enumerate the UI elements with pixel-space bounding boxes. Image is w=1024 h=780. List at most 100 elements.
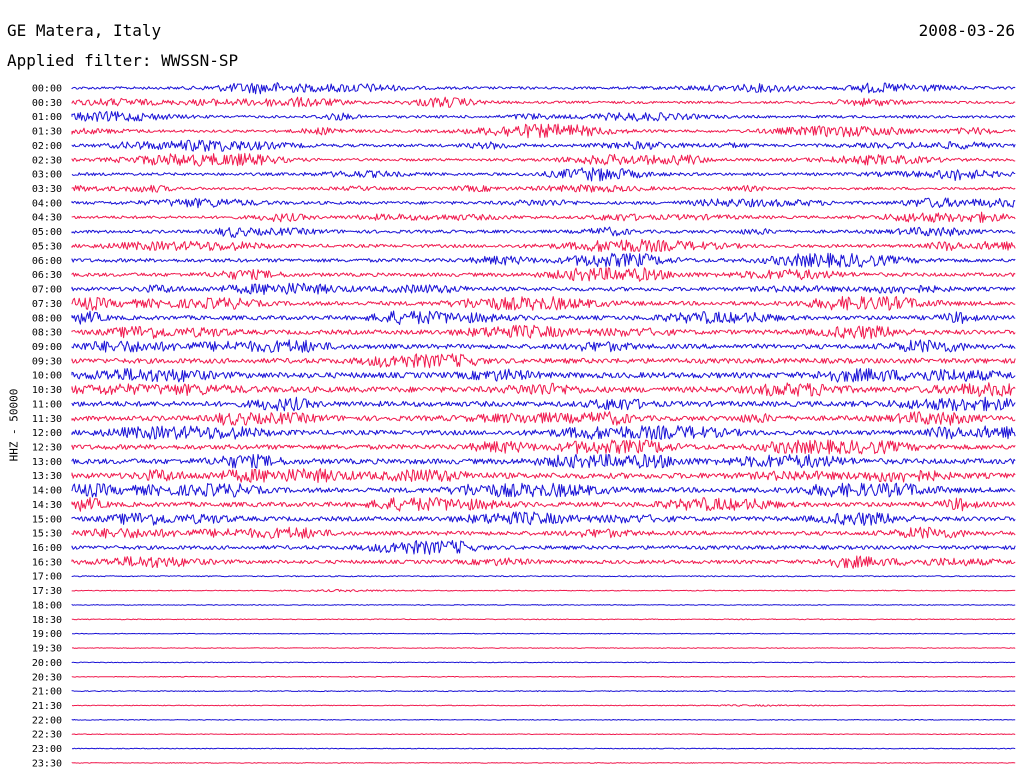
row-time-label: 17:30 xyxy=(32,586,62,597)
seismic-trace-0300 xyxy=(71,167,1016,182)
seismic-trace-1100 xyxy=(71,396,1016,412)
row-time-label: 08:30 xyxy=(32,328,62,339)
row-time-label: 10:30 xyxy=(32,385,62,396)
row-time-label: 09:30 xyxy=(32,356,62,367)
seismic-trace-0830 xyxy=(71,324,1016,340)
seismic-trace-2130 xyxy=(71,704,1016,707)
seismic-trace-2100 xyxy=(71,690,1016,693)
row-time-label: 10:00 xyxy=(32,371,62,382)
row-time-label: 01:30 xyxy=(32,127,62,138)
row-time-label: 22:00 xyxy=(32,715,62,726)
row-time-label: 11:30 xyxy=(32,414,62,425)
row-time-label: 05:30 xyxy=(32,241,62,252)
seismic-trace-0130 xyxy=(71,123,1016,139)
date-label: 2008-03-26 xyxy=(918,21,1015,40)
row-time-label: 05:00 xyxy=(32,227,62,238)
row-time-label: 00:30 xyxy=(32,98,62,109)
row-time-label: 07:00 xyxy=(32,285,62,296)
row-time-label: 17:00 xyxy=(32,572,62,583)
seismic-trace-0430 xyxy=(71,211,1016,223)
row-time-label: 14:30 xyxy=(32,500,62,511)
row-time-label: 21:30 xyxy=(32,701,62,712)
seismic-trace-0700 xyxy=(71,282,1016,295)
seismic-trace-2000 xyxy=(71,661,1016,664)
seismic-trace-0230 xyxy=(71,152,1016,167)
row-time-label: 03:00 xyxy=(32,170,62,181)
row-time-label: 03:30 xyxy=(32,184,62,195)
row-time-label: 01:00 xyxy=(32,112,62,123)
row-time-label: 18:30 xyxy=(32,615,62,626)
row-time-label: 21:00 xyxy=(32,687,62,698)
row-time-label: 11:00 xyxy=(32,399,62,410)
seismic-trace-1700 xyxy=(71,575,1016,578)
seismic-trace-1030 xyxy=(71,382,1016,398)
row-time-label: 08:00 xyxy=(32,313,62,324)
row-time-label: 16:00 xyxy=(32,543,62,554)
seismic-trace-1930 xyxy=(71,647,1016,649)
seismic-trace-1530 xyxy=(71,526,1016,539)
seismic-trace-1800 xyxy=(71,604,1016,606)
row-time-label: 19:00 xyxy=(32,629,62,640)
row-time-label: 23:00 xyxy=(32,744,62,755)
row-time-label: 20:30 xyxy=(32,672,62,683)
row-time-label: 13:00 xyxy=(32,457,62,468)
row-time-label: 06:30 xyxy=(32,270,62,281)
seismic-trace-0730 xyxy=(71,296,1016,311)
row-time-label: 02:30 xyxy=(32,155,62,166)
row-time-label: 16:30 xyxy=(32,557,62,568)
filter-label: Applied filter: WWSSN-SP xyxy=(7,51,239,70)
seismic-trace-0930 xyxy=(71,353,1016,369)
seismic-trace-0600 xyxy=(71,252,1016,268)
station-title: GE Matera, Italy xyxy=(7,21,162,40)
seismic-trace-1630 xyxy=(71,555,1016,569)
row-time-label: 13:30 xyxy=(32,471,62,482)
row-time-label: 04:30 xyxy=(32,213,62,224)
seismic-trace-0030 xyxy=(71,96,1016,108)
row-time-label: 18:00 xyxy=(32,600,62,611)
row-time-label: 23:30 xyxy=(32,758,62,769)
seismic-trace-1400 xyxy=(71,482,1016,498)
seismic-trace-0630 xyxy=(71,267,1016,282)
seismic-trace-1430 xyxy=(71,497,1016,512)
seismic-trace-1230 xyxy=(71,439,1016,455)
seismic-trace-0200 xyxy=(71,139,1016,152)
seismic-trace-1500 xyxy=(71,511,1016,526)
seismic-trace-2030 xyxy=(71,675,1016,678)
row-time-label: 07:30 xyxy=(32,299,62,310)
seismic-trace-1600 xyxy=(71,540,1016,555)
row-time-label: 12:00 xyxy=(32,428,62,439)
row-time-label: 20:00 xyxy=(32,658,62,669)
seismic-trace-1330 xyxy=(71,468,1016,483)
seismic-trace-0400 xyxy=(71,197,1016,209)
seismic-trace-1200 xyxy=(71,425,1016,440)
seismic-trace-0530 xyxy=(71,238,1016,253)
seismic-trace-1730 xyxy=(71,589,1016,593)
seismic-trace-0000 xyxy=(71,82,1016,95)
row-time-label: 09:00 xyxy=(32,342,62,353)
row-time-label: 19:30 xyxy=(32,644,62,655)
row-time-label: 22:30 xyxy=(32,730,62,741)
row-time-label: 00:00 xyxy=(32,84,62,95)
seismic-trace-0500 xyxy=(71,226,1016,238)
seismic-trace-1130 xyxy=(71,411,1016,426)
seismic-trace-1000 xyxy=(71,367,1016,383)
seismic-trace-0330 xyxy=(71,184,1016,193)
seismic-trace-2230 xyxy=(71,733,1016,735)
seismic-trace-0100 xyxy=(71,111,1016,122)
row-time-label: 04:00 xyxy=(32,198,62,209)
row-time-label: 12:30 xyxy=(32,443,62,454)
seismic-trace-1300 xyxy=(71,453,1016,469)
seismic-trace-0900 xyxy=(71,339,1016,353)
row-time-label: 14:00 xyxy=(32,486,62,497)
row-time-label: 06:00 xyxy=(32,256,62,267)
seismic-trace-1830 xyxy=(71,618,1016,621)
row-time-label: 02:00 xyxy=(32,141,62,152)
seismic-trace-1900 xyxy=(71,632,1016,635)
seismic-trace-2200 xyxy=(71,719,1016,721)
seismic-trace-0800 xyxy=(71,310,1016,325)
row-time-label: 15:30 xyxy=(32,529,62,540)
row-time-label: 15:00 xyxy=(32,514,62,525)
seismic-trace-2330 xyxy=(71,762,1016,764)
seismic-trace-2300 xyxy=(71,747,1016,750)
